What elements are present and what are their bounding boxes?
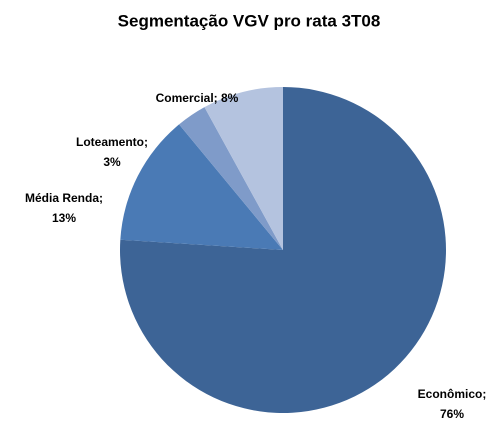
pie-slice [120,124,283,250]
data-label: Loteamento; [76,135,148,149]
data-label: Média Renda; [25,191,103,205]
pie-slice [204,87,283,250]
data-label: 13% [52,211,76,225]
data-label: Econômico; [418,387,487,401]
chart-title: Segmentação VGV pro rata 3T08 [118,11,381,30]
data-label: 3% [103,155,121,169]
pie-slice [179,107,283,250]
data-label: 76% [440,407,464,421]
data-label: Comercial; 8% [156,91,239,105]
